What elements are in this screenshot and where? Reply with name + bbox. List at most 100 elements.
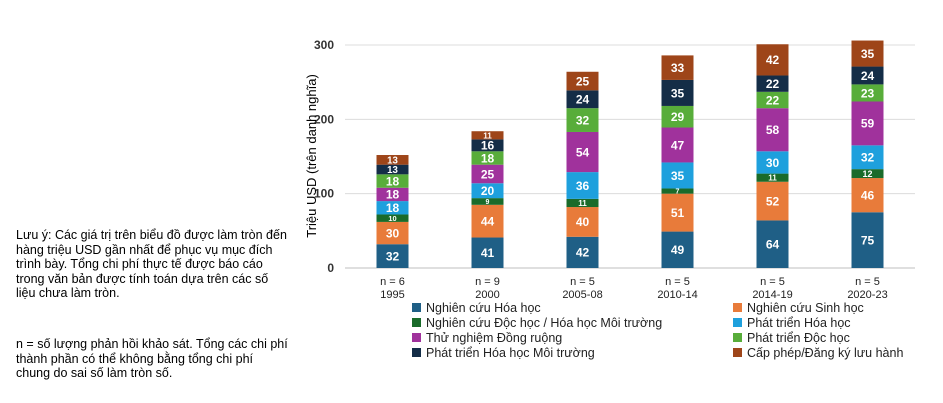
bar-value-label: 47 [671,138,685,152]
y-axis-label: Triệu USD (trên danh nghĩa) [304,74,319,238]
bar-value-label: 22 [766,93,780,107]
y-tick-label: 200 [314,112,334,126]
sample-size-label: n = 5 [760,276,785,288]
bar-value-label: 32 [386,249,400,263]
bar-value-label: 75 [861,233,875,247]
bar-value-label: 30 [386,226,400,240]
bar-segment [756,44,789,76]
bar-value-label: 52 [766,194,780,208]
bar-value-label: 9 [486,199,490,206]
bar-segment [376,155,409,165]
bar-segment [376,187,409,202]
rounding-note: Lưu ý: Các giá trị trên biểu đồ được làm… [16,228,287,300]
bar-segment [756,151,789,174]
bar-segment [851,169,884,179]
sample-size-label: n = 5 [570,276,595,288]
legend-swatch [412,303,421,312]
bar-segment [566,198,599,208]
bar-value-label: 46 [861,188,875,202]
bar-segment [661,55,694,80]
bar-segment [376,174,409,188]
bar-segment [566,71,599,91]
bar-value-label: 41 [481,246,495,260]
bar-segment [661,231,694,268]
category-label: 2020-23 [847,289,887,301]
bar-segment [566,172,599,199]
bar-value-label: 35 [671,169,685,183]
bar-value-label: 10 [388,214,396,223]
bar-segment [471,237,504,268]
bar-value-label: 23 [861,86,875,100]
y-tick-labels: 0 100 200 300 [314,38,334,275]
bar-value-label: 25 [481,167,495,181]
bar-segment [851,212,884,268]
bar-segment [376,164,409,175]
bar-value-label: 25 [576,74,590,88]
bars: 3230101818181313414492025181611424011365… [376,40,884,268]
legend: Nghiên cứu Hóa học Nghiên cứu Sinh học Ngh… [412,301,903,360]
legend-swatch [412,333,421,342]
legend-label: Phát triển Hóa học [747,316,851,330]
bar-value-label: 18 [386,174,400,188]
bar-segment [661,188,694,194]
category-label: 1995 [380,289,404,301]
legend-swatch [733,333,742,342]
bar-segment [756,75,789,92]
bar-value-label: 20 [481,184,495,198]
bar-value-label: 42 [766,53,780,67]
bar-value-label: 18 [386,201,400,215]
bar-value-label: 7 [676,189,680,196]
grid-lines [345,44,915,269]
bar-value-label: 32 [576,113,590,127]
bar-value-label: 13 [387,165,398,176]
bar-segment [756,173,789,182]
bar-value-label: 18 [481,151,495,165]
bar-segment [566,90,599,109]
bar-value-label: 29 [671,110,685,124]
bar-segment [471,151,504,165]
legend-swatch [733,348,742,357]
bar-segment [661,162,694,189]
legend-label: Cấp phép/Đăng ký lưu hành [747,346,903,360]
bar-value-label: 11 [578,199,587,208]
bar-segment [471,204,504,238]
bar-segment [566,131,599,173]
bar-value-label: 13 [387,155,398,166]
bar-value-label: 64 [766,238,780,252]
bar-value-label: 33 [671,61,685,75]
bar-value-label: 58 [766,123,780,137]
bar-value-label: 16 [481,139,495,153]
bar-value-label: 49 [671,243,685,257]
legend-label: Nghiên cứu Sinh học [747,301,864,315]
legend-swatch [733,303,742,312]
legend-swatch [733,318,742,327]
bar-segment [471,131,504,140]
sample-size-label: n = 5 [665,276,690,288]
legend-label: Phát triển Hóa học Môi trường [426,346,595,360]
bar-segment [851,84,884,102]
bar-value-label: 54 [576,145,590,159]
category-label: 2000 [475,289,499,301]
bar-value-label: 42 [576,246,590,260]
bar-value-label: 44 [481,214,495,228]
bar-segment [376,214,409,222]
category-label: 2010-14 [657,289,697,301]
bar-value-label: 11 [483,131,492,140]
legend-swatch [412,348,421,357]
y-tick-label: 300 [314,38,334,52]
bar-value-label: 24 [576,93,590,107]
bar-segment [851,178,884,213]
y-tick-label: 100 [314,187,334,201]
legend-label: Phát triển Độc học [747,331,850,345]
bar-segment [376,221,409,245]
bar-value-label: 24 [861,69,875,83]
bar-segment [756,108,789,152]
bar-value-label: 51 [671,206,685,220]
bar-segment [756,220,789,268]
bar-segment [661,193,694,232]
bar-value-label: 11 [768,174,777,183]
bar-segment [471,183,504,199]
bar-value-label: 59 [861,117,875,131]
